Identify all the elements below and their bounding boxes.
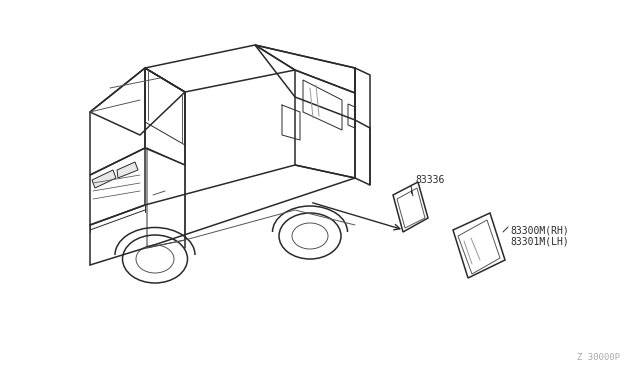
- Polygon shape: [453, 213, 505, 278]
- Text: 83336: 83336: [415, 175, 444, 185]
- Polygon shape: [393, 182, 428, 232]
- Text: Z 30000P: Z 30000P: [577, 353, 620, 362]
- Text: 83301M(LH): 83301M(LH): [510, 236, 569, 246]
- Ellipse shape: [279, 213, 341, 259]
- Ellipse shape: [136, 245, 174, 273]
- Polygon shape: [458, 220, 500, 274]
- Polygon shape: [92, 170, 116, 188]
- Ellipse shape: [122, 235, 188, 283]
- Polygon shape: [117, 162, 138, 178]
- Polygon shape: [397, 188, 425, 228]
- Ellipse shape: [292, 223, 328, 249]
- Text: 83300M(RH): 83300M(RH): [510, 225, 569, 235]
